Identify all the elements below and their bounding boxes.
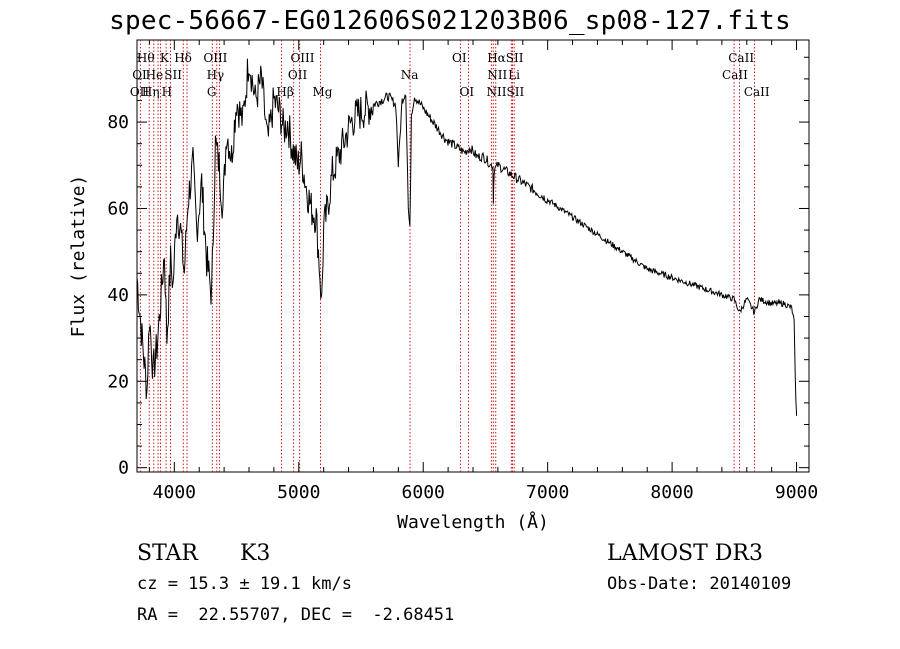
spectral-line-markers	[139, 40, 755, 472]
line-label: G	[207, 85, 217, 99]
line-label: CaII	[722, 68, 748, 82]
x-tick-label: 7000	[526, 482, 569, 503]
line-label: Mg	[312, 85, 332, 99]
y-axis: 0 20 40 60 80	[107, 56, 809, 479]
line-label: SII	[164, 68, 182, 82]
line-label: OIII	[290, 51, 314, 65]
line-label: Hδ	[174, 51, 192, 65]
line-label: Li	[508, 68, 520, 82]
x-tick-label: 6000	[402, 482, 445, 503]
line-label: Hβ	[276, 85, 293, 99]
survey-name: LAMOST DR3	[607, 541, 763, 566]
line-label: NII	[487, 68, 507, 82]
y-tick-label: 60	[107, 198, 129, 219]
line-label: HαSII	[487, 51, 524, 65]
line-label: OII	[130, 85, 150, 99]
y-tick-label: 80	[107, 112, 129, 133]
line-label: Na	[401, 68, 419, 82]
line-label: OI	[452, 51, 467, 65]
line-label: NIISII	[487, 85, 525, 99]
y-tick-label: 0	[118, 458, 129, 479]
x-axis: 4000 5000 6000 7000 8000 9000	[148, 40, 818, 503]
x-axis-label: Wavelength (Å)	[397, 511, 549, 533]
y-tick-label: 40	[107, 285, 129, 306]
object-subclass: K3	[240, 541, 271, 566]
spectrum-line	[136, 58, 798, 416]
line-label: H	[162, 85, 172, 99]
line-label: Hθ	[137, 51, 155, 65]
line-label: CaII	[728, 51, 754, 65]
line-label: K	[160, 51, 170, 65]
line-label: CaII	[744, 85, 770, 99]
x-tick-label: 4000	[153, 482, 196, 503]
spectrum-series	[136, 58, 798, 416]
line-label: OI	[459, 85, 474, 99]
observation-date: Obs-Date: 20140109	[607, 574, 792, 594]
x-tick-label: 5000	[277, 482, 320, 503]
redshift-velocity: cz = 15.3 ± 19.1 km/s	[137, 574, 352, 594]
line-label: Hγ	[207, 68, 225, 82]
line-label: Hη	[142, 85, 160, 99]
x-tick-label: 8000	[650, 482, 693, 503]
x-tick-label: 9000	[775, 482, 818, 503]
line-label: OI	[132, 68, 147, 82]
chart-title: spec-56667-EG012606S021203B06_sp08-127.f…	[109, 6, 791, 36]
line-label: OIII	[203, 51, 227, 65]
y-tick-label: 20	[107, 371, 129, 392]
y-axis-label: Flux (relative)	[68, 175, 89, 338]
object-class: STAR	[137, 541, 198, 566]
line-label: He	[146, 68, 164, 82]
line-label: OII	[288, 68, 308, 82]
ra-dec: RA = 22.55707, DEC = -2.68451	[137, 605, 455, 625]
